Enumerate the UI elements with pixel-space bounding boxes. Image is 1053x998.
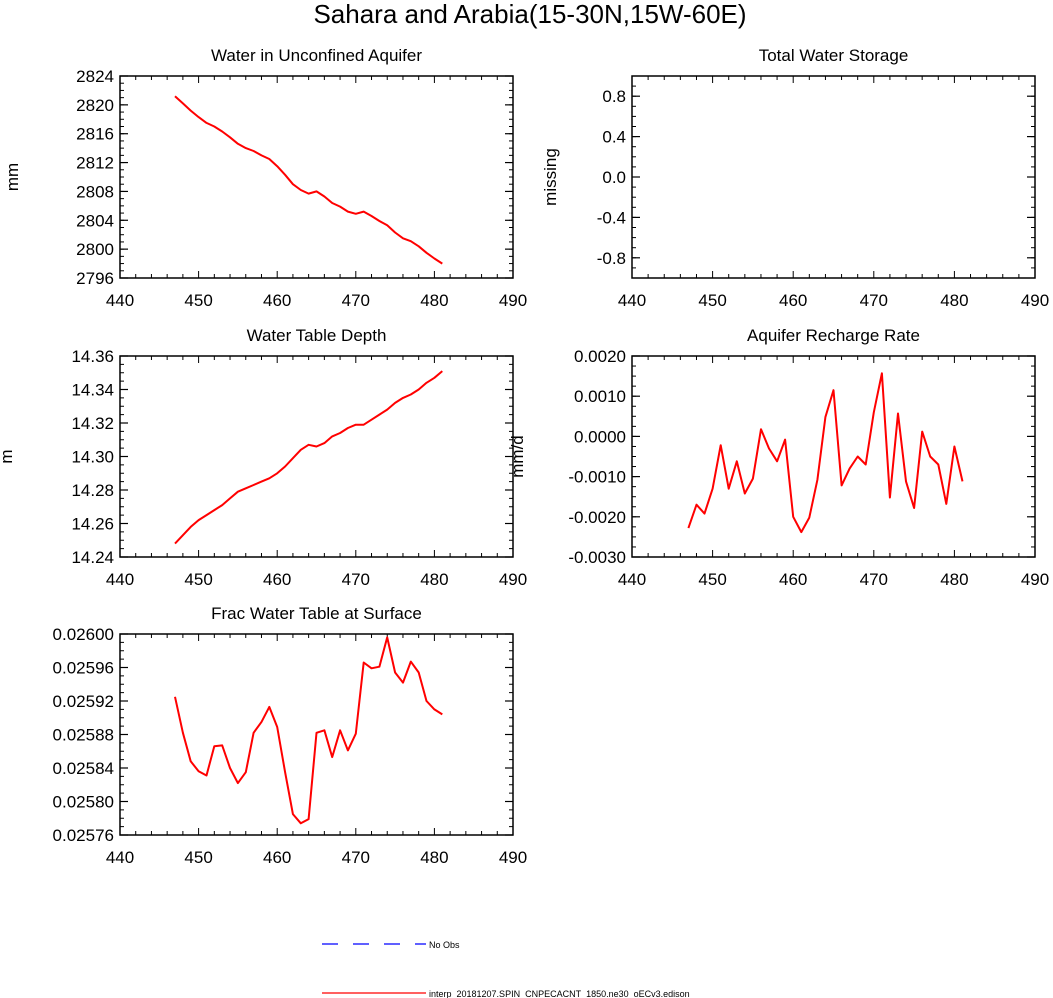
x-tick-label: 470 [860, 570, 888, 589]
x-tick-label: 440 [106, 570, 134, 589]
y-tick-label: 0.02580 [53, 793, 114, 812]
chart-title: Aquifer Recharge Rate [747, 326, 920, 345]
x-tick-label: 440 [618, 570, 646, 589]
chart-panel-4: Aquifer Recharge Rate mm/d 440 450 460 470 480… [508, 326, 1049, 589]
y-tick-label: 0.02584 [53, 759, 114, 778]
y-axis-label: mm/d [508, 435, 527, 478]
x-tick-label: 490 [1021, 570, 1049, 589]
y-tick-label: -0.8 [597, 249, 626, 268]
y-tick-label: -0.0030 [568, 548, 626, 567]
chart-title: Frac Water Table at Surface [211, 604, 422, 623]
series-line [174, 636, 443, 825]
series-line [687, 372, 964, 534]
y-tick-label: 14.30 [71, 448, 114, 467]
y-axis-label: missing [541, 148, 560, 206]
y-tick-label: 0.02588 [53, 726, 114, 745]
plot-frame [119, 355, 514, 558]
y-tick-label: 14.34 [71, 381, 114, 400]
y-tick-label: -0.4 [597, 208, 626, 227]
chart-panel-1: Water in Unconfined Aquifer mm 440 450 460 47… [3, 46, 527, 310]
y-tick-label: -0.0020 [568, 508, 626, 527]
chart-panel-5: Frac Water Table at Surface 440 450 460 470 4… [53, 604, 528, 867]
x-tick-label: 450 [698, 570, 726, 589]
y-tick-label: 0.02596 [53, 659, 114, 678]
x-tick-label: 440 [618, 291, 646, 310]
series-line [174, 95, 443, 265]
legend: No Obs interp_20181207.SPIN_CNPECACNT_18… [322, 940, 690, 998]
y-tick-label: 0.0 [602, 168, 626, 187]
x-tick-label: 460 [779, 291, 807, 310]
x-tick-label: 460 [263, 291, 291, 310]
y-tick-label: 0.0000 [574, 427, 626, 446]
y-tick-label: 0.02600 [53, 625, 114, 644]
chart-title: Total Water Storage [759, 46, 909, 65]
y-tick-label: 2816 [76, 125, 114, 144]
x-tick-label: 450 [184, 291, 212, 310]
y-tick-label: 2800 [76, 240, 114, 259]
x-tick-label: 450 [184, 848, 212, 867]
plot-frame [631, 355, 1036, 558]
x-tick-label: 450 [698, 291, 726, 310]
x-tick-label: 460 [263, 570, 291, 589]
x-tick-label: 470 [342, 848, 370, 867]
legend-obs-label: No Obs [429, 940, 460, 950]
chart-panels: Water in Unconfined Aquifer mm 440 450 460 47… [0, 46, 1049, 867]
y-tick-label: 0.0010 [574, 387, 626, 406]
y-tick-label: 14.36 [71, 347, 114, 366]
y-tick-label: 14.24 [71, 548, 114, 567]
y-tick-label: 0.02592 [53, 692, 114, 711]
y-tick-label: 0.0020 [574, 347, 626, 366]
y-tick-label: 2808 [76, 182, 114, 201]
y-tick-label: 2824 [76, 67, 114, 86]
y-tick-label: 14.26 [71, 515, 114, 534]
chart-panel-2: Total Water Storage missing 440 450 460 470 48… [541, 46, 1049, 310]
x-tick-label: 470 [342, 570, 370, 589]
y-tick-label: 2796 [76, 269, 114, 288]
chart-title: Water Table Depth [247, 326, 387, 345]
y-tick-label: 0.8 [602, 87, 626, 106]
x-tick-label: 490 [499, 291, 527, 310]
x-tick-label: 480 [940, 291, 968, 310]
y-tick-label: 2804 [76, 211, 114, 230]
x-tick-label: 490 [499, 570, 527, 589]
y-tick-label: 14.32 [71, 414, 114, 433]
x-tick-label: 440 [106, 848, 134, 867]
x-tick-label: 470 [342, 291, 370, 310]
x-tick-label: 480 [420, 570, 448, 589]
legend-model-label: interp_20181207.SPIN_CNPECACNT_1850.ne30… [429, 989, 690, 998]
x-tick-label: 440 [106, 291, 134, 310]
x-tick-label: 490 [1021, 291, 1049, 310]
y-tick-label: 2820 [76, 96, 114, 115]
series-line [174, 370, 443, 545]
x-tick-label: 480 [420, 291, 448, 310]
x-tick-label: 460 [263, 848, 291, 867]
chart-title: Water in Unconfined Aquifer [211, 46, 422, 65]
x-tick-label: 470 [860, 291, 888, 310]
y-axis-label: m [0, 449, 16, 463]
chart-panel-3: Water Table Depth m 440 450 460 470 480 490 14.2… [0, 326, 527, 589]
x-tick-label: 480 [940, 570, 968, 589]
x-tick-label: 480 [420, 848, 448, 867]
page-title: Sahara and Arabia(15-30N,15W-60E) [313, 0, 746, 29]
y-tick-label: 0.02576 [53, 826, 114, 845]
plot-frame [631, 75, 1036, 279]
x-tick-label: 450 [184, 570, 212, 589]
plot-frame [119, 75, 514, 279]
y-axis-label: mm [3, 163, 22, 191]
x-tick-label: 490 [499, 848, 527, 867]
x-tick-label: 460 [779, 570, 807, 589]
y-tick-label: 2812 [76, 154, 114, 173]
y-tick-label: -0.0010 [568, 468, 626, 487]
y-tick-label: 14.28 [71, 481, 114, 500]
y-tick-label: 0.4 [602, 128, 626, 147]
